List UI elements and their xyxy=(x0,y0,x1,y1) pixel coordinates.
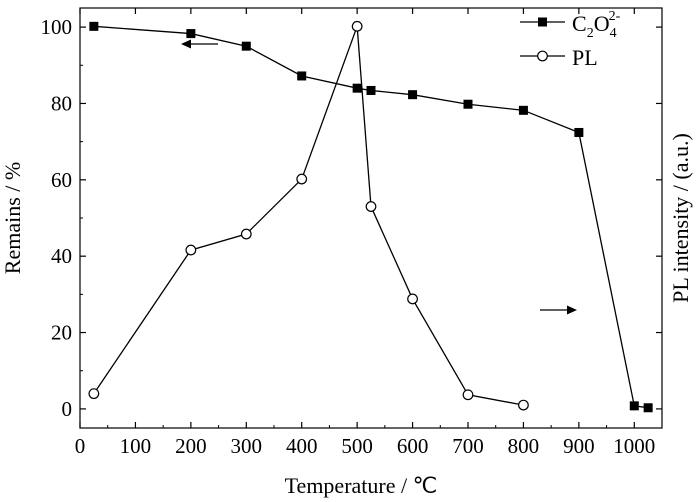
x-axis-title: Temperature / ℃ xyxy=(285,473,438,498)
y-tick-label: 20 xyxy=(51,321,72,345)
pl-point xyxy=(240,228,252,240)
x-tick-label: 100 xyxy=(120,434,152,458)
x-tick-label: 900 xyxy=(563,434,595,458)
axes-frame xyxy=(79,7,663,429)
legend-pl-text: PL xyxy=(572,45,598,70)
c2o4-point xyxy=(408,90,418,100)
pl-point xyxy=(462,389,474,401)
x-tick-label: 0 xyxy=(75,434,86,458)
plot-frame xyxy=(79,7,663,429)
c2o4-point xyxy=(297,71,307,81)
series-markers xyxy=(88,20,653,413)
right-y-axis-title: PL intensity / (a.u.) xyxy=(668,133,693,303)
pl-point xyxy=(351,20,363,32)
arrow-right-head xyxy=(567,305,577,315)
pl-point xyxy=(365,201,377,212)
series-line-c2o4 xyxy=(93,25,649,409)
legend-c2o4-text: C2O42- xyxy=(572,9,621,41)
arrow-left-head xyxy=(181,39,191,49)
series-lines xyxy=(93,25,649,409)
y-axis-ticks: 0 20 40 60 80 100 xyxy=(41,15,662,421)
x-tick-label: 200 xyxy=(175,434,207,458)
pl-point xyxy=(296,173,308,185)
c2o4-point xyxy=(186,29,196,39)
y-tick-label: 60 xyxy=(51,168,72,192)
legend-pl-marker xyxy=(537,50,548,62)
x-tick-label: 500 xyxy=(341,434,373,458)
pl-point xyxy=(407,293,418,305)
y-tick-label: 0 xyxy=(62,397,73,421)
x-tick-label: 300 xyxy=(231,434,263,458)
c2o4-point xyxy=(366,85,376,95)
c2o4-point xyxy=(463,99,473,109)
x-tick-label: 400 xyxy=(286,434,318,458)
left-y-axis-title: Remains / % xyxy=(0,162,25,274)
x-tick-label: 600 xyxy=(397,434,429,458)
c2o4-point xyxy=(352,83,362,93)
c2o4-point xyxy=(643,403,653,413)
pl-point xyxy=(518,399,529,411)
y-tick-label: 40 xyxy=(51,244,72,268)
direction-arrows xyxy=(181,39,577,315)
c2o4-point xyxy=(574,127,584,137)
c2o4-point xyxy=(629,401,639,411)
pl-point xyxy=(185,244,197,256)
c2o4-point xyxy=(89,21,99,31)
x-tick-label: 700 xyxy=(452,434,484,458)
legend-entry-c2o4: C2O42- xyxy=(572,9,621,41)
y-tick-label: 80 xyxy=(51,91,72,115)
c2o4-point xyxy=(241,41,251,51)
x-axis-ticks: 0 100 200 300 400 500 600 700 800 900 1000 xyxy=(75,8,655,458)
y-tick-label: 100 xyxy=(41,15,73,39)
c2o4-point xyxy=(518,105,528,115)
legend-entry-pl: PL xyxy=(572,45,598,70)
series-line-pl xyxy=(93,26,524,406)
x-tick-label: 800 xyxy=(508,434,540,458)
x-tick-label: 1000 xyxy=(613,434,655,458)
legend-c2o4-marker xyxy=(538,17,547,27)
pl-point xyxy=(88,388,100,400)
legend: C2O42- PL xyxy=(520,9,621,70)
